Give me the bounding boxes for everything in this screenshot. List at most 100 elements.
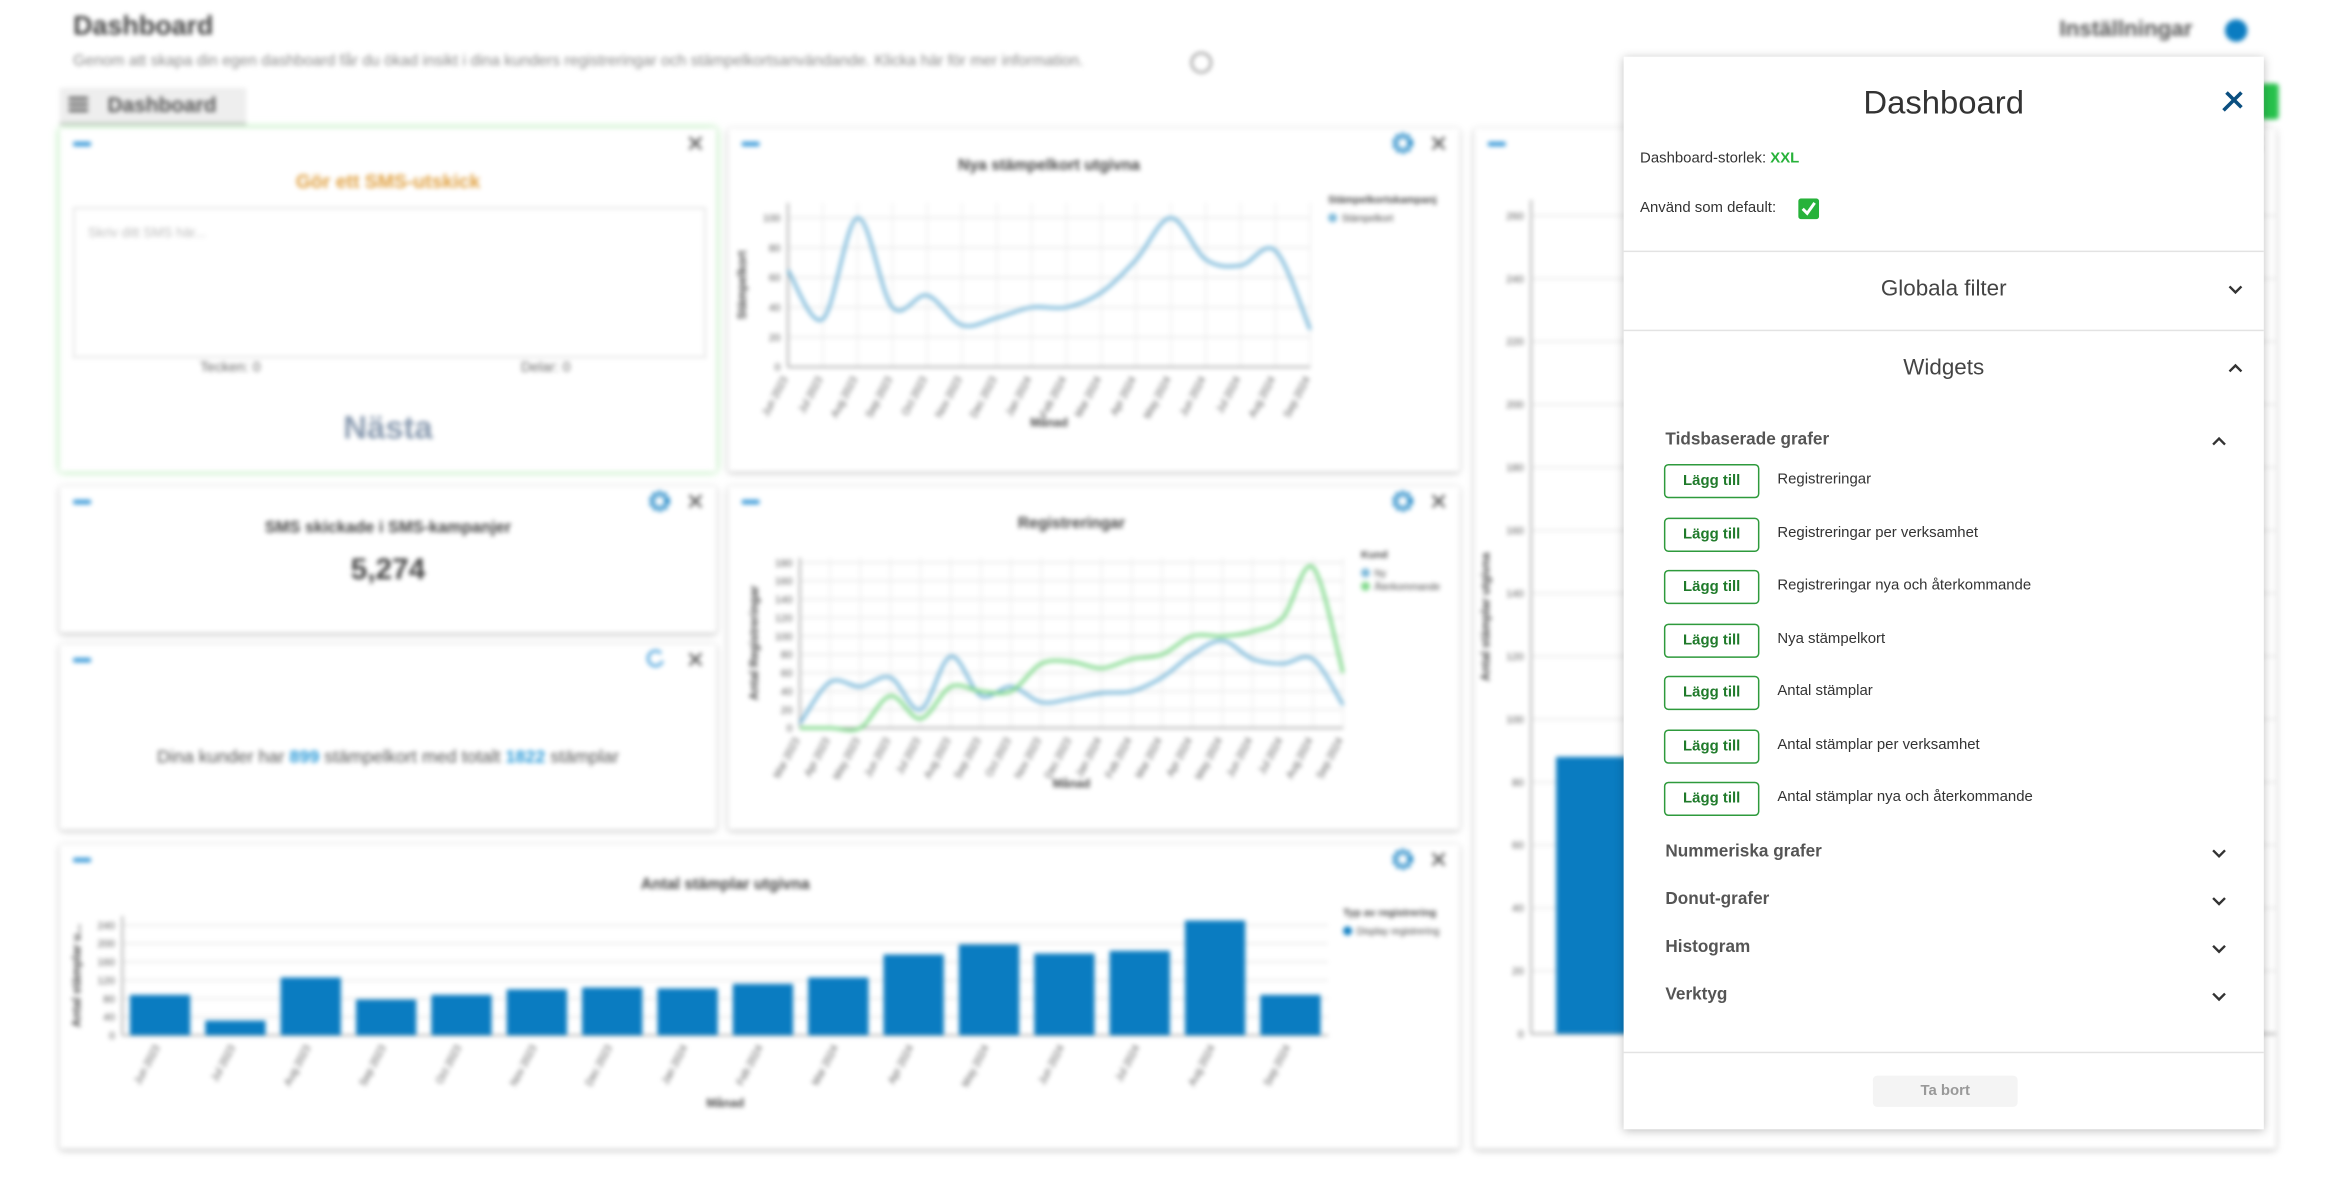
chevron-down[interactable] — [2210, 894, 2228, 906]
bar — [355, 999, 417, 1036]
y-tick-label: 0 — [109, 1031, 115, 1042]
page-description[interactable]: Genom att skapa din egen dashboard får d… — [73, 52, 1084, 71]
settings-icon[interactable] — [1392, 132, 1414, 154]
chevron-up[interactable] — [2210, 436, 2228, 448]
chart-widget: Nya stämpelkort utgivna 0 20 40 60 80 100 Jun 2… — [728, 128, 1460, 472]
add-button[interactable]: Lägg till — [1663, 781, 1760, 817]
section-title[interactable]: Widgets — [1903, 355, 1985, 381]
x-tick-label: Mar 2023 — [772, 736, 803, 780]
x-axis-label: Månad — [706, 1096, 744, 1110]
settings-icon[interactable] — [1392, 848, 1414, 870]
settings-link[interactable]: Inställningar — [2059, 16, 2193, 42]
x-tick-label: Oct 2023 — [900, 375, 930, 418]
x-tick-label: Aug 2023 — [923, 736, 954, 781]
settings-panel: Dashboard Dashboard-storlek: XXL Använd … — [1623, 56, 2264, 1130]
line-series — [786, 216, 1312, 331]
x-tick-label: Mar 2024 — [1134, 736, 1165, 780]
y-tick-label: 180 — [1506, 463, 1524, 474]
sms-widget: Gör ett SMS-utskick Skriv ditt SMS här..… — [59, 128, 717, 472]
close-icon[interactable] — [688, 494, 703, 509]
section-title[interactable]: Globala filter — [1880, 275, 2007, 302]
add-button[interactable]: Lägg till — [1663, 728, 1760, 764]
menu-icon[interactable] — [68, 96, 89, 100]
bar — [506, 989, 567, 1036]
group-title[interactable]: Nummeriska grafer — [1665, 842, 1822, 861]
legend-label: Stämpelkort — [1342, 214, 1394, 225]
close-icon[interactable] — [2221, 90, 2245, 114]
collapse-icon[interactable] — [73, 141, 92, 147]
x-tick-label: Apr 2024 — [1165, 736, 1195, 779]
line-series — [799, 564, 1345, 732]
x-tick-label: Sep 2024 — [1282, 375, 1313, 420]
y-tick-label: 40 — [781, 687, 793, 698]
close-icon[interactable] — [1431, 136, 1446, 151]
group-title[interactable]: Verktyg — [1665, 985, 1728, 1004]
settings-icon[interactable] — [2225, 19, 2248, 42]
widget-option: Antal stämplar per verksamhet — [1777, 736, 1980, 753]
y-tick-label: 80 — [769, 243, 781, 254]
widget-option: Nya stämpelkort — [1777, 630, 1886, 647]
green-button[interactable] — [2260, 83, 2279, 120]
settings-icon[interactable] — [649, 490, 671, 512]
x-tick-label: May 2024 — [960, 1043, 991, 1089]
settings-icon[interactable] — [1392, 490, 1414, 512]
x-tick-label: Jan 2024 — [660, 1043, 690, 1086]
next-button[interactable]: Nästa — [343, 408, 433, 447]
chevron-down[interactable] — [2210, 942, 2228, 954]
chart: Registreringar 0 20 40 60 80 100 120 140 160 180 Ma… — [747, 515, 1440, 791]
y-tick-label: 80 — [103, 994, 115, 1005]
x-tick-label: Sep 2023 — [953, 736, 984, 781]
chevron-down[interactable] — [2210, 990, 2228, 1002]
y-tick-label: 40 — [103, 1013, 115, 1024]
y-tick-label: 60 — [1512, 841, 1524, 852]
y-tick-label: 120 — [97, 976, 115, 987]
info-icon[interactable] — [1190, 52, 1212, 74]
y-tick-label: 180 — [775, 558, 793, 569]
remove-button[interactable]: Ta bort — [1872, 1075, 2018, 1107]
group-title[interactable]: Donut-grafer — [1665, 889, 1770, 908]
chevron-down[interactable] — [2210, 847, 2228, 859]
bar — [808, 977, 869, 1036]
sms-count-value: 5,274 — [350, 553, 426, 587]
collapse-icon[interactable] — [741, 499, 760, 505]
sms-textarea[interactable]: Skriv ditt SMS här... — [73, 207, 706, 359]
x-tick-label: Aug 2024 — [1285, 736, 1316, 781]
y-tick-label: 240 — [1506, 274, 1524, 285]
y-tick-label: 100 — [1506, 715, 1524, 726]
add-button[interactable]: Lägg till — [1663, 516, 1760, 552]
collapse-icon[interactable] — [73, 657, 92, 663]
y-tick-label: 140 — [775, 595, 793, 606]
collapse-icon[interactable] — [741, 141, 760, 147]
widget-option: Registreringar — [1777, 471, 1872, 488]
add-button[interactable]: Lägg till — [1663, 463, 1760, 499]
close-icon[interactable] — [1431, 852, 1446, 867]
collapse-icon[interactable] — [73, 857, 92, 863]
collapse-icon[interactable] — [1487, 141, 1506, 147]
close-icon[interactable] — [688, 652, 703, 667]
chart-title: Antal stämplar utgivna — [641, 876, 810, 893]
size-value[interactable]: XXL — [1770, 150, 1800, 168]
close-icon[interactable] — [1431, 494, 1446, 509]
legend-label: Display registrering — [1357, 927, 1440, 938]
add-button[interactable]: Lägg till — [1663, 569, 1760, 605]
y-tick-label: 80 — [781, 650, 793, 661]
legend-title: Typ av registrering — [1343, 908, 1436, 919]
x-tick-label: Dec 2023 — [969, 375, 1000, 420]
add-button[interactable]: Lägg till — [1663, 622, 1760, 658]
group-title[interactable]: Tidsbaserade grafer — [1665, 431, 1830, 450]
y-tick-label: 0 — [787, 724, 793, 735]
chevron-up[interactable] — [2227, 363, 2245, 375]
x-tick-label: Aug 2024 — [1187, 1043, 1218, 1088]
x-tick-label: Jul 2024 — [1257, 736, 1285, 776]
y-tick-label: 60 — [781, 669, 793, 680]
widget-icons — [741, 132, 1446, 154]
add-button[interactable]: Lägg till — [1663, 675, 1760, 711]
chevron-down[interactable] — [2227, 283, 2245, 295]
default-checkbox[interactable] — [1798, 198, 1820, 220]
close-icon[interactable] — [688, 136, 703, 151]
y-tick-label: 40 — [769, 303, 781, 314]
group-title[interactable]: Histogram — [1665, 937, 1751, 956]
sms-count-title: SMS skickade i SMS-kampanjer — [264, 519, 512, 538]
reload-icon[interactable] — [646, 649, 664, 668]
collapse-icon[interactable] — [73, 499, 92, 505]
